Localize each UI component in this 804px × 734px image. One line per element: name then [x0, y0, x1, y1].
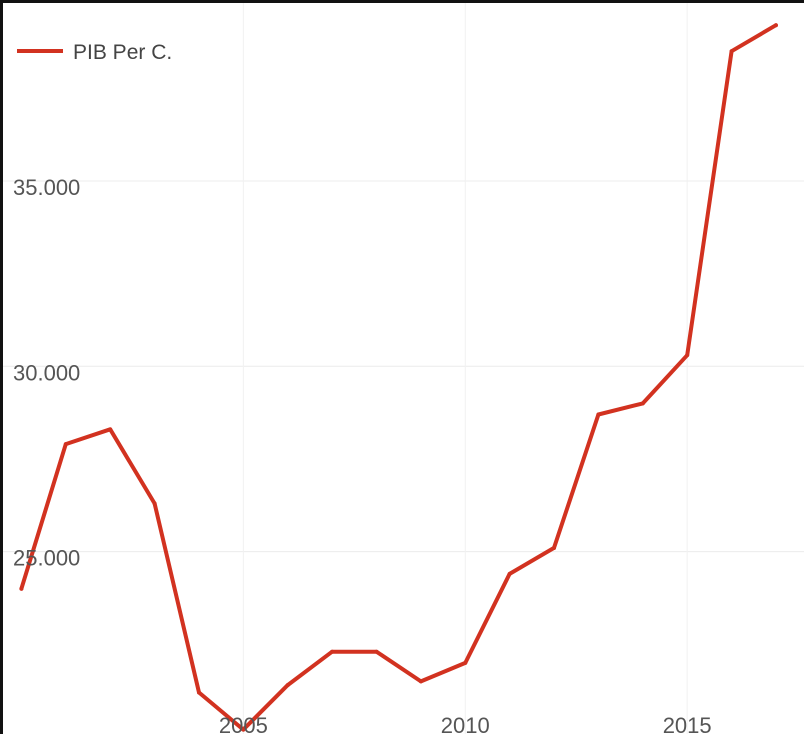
- data-point-2003: [152, 501, 157, 506]
- y-axis-ticks: 25.000 30.000 35.000: [13, 175, 80, 571]
- data-point-2013: [596, 412, 601, 417]
- x-tick-label-0: 2005: [219, 713, 268, 734]
- series-layer: [19, 23, 778, 732]
- legend: PIB Per C.: [17, 41, 172, 64]
- data-point-2015: [685, 353, 690, 358]
- x-axis-ticks: 2005 2010 2015: [219, 713, 712, 734]
- data-point-2008: [374, 649, 379, 654]
- x-tick-label-1: 2010: [441, 713, 490, 734]
- data-point-2004: [196, 690, 201, 695]
- legend-label: PIB Per C.: [73, 41, 172, 64]
- data-point-2010: [463, 660, 468, 665]
- data-point-2012: [552, 545, 557, 550]
- series-line-0: [19, 23, 778, 732]
- data-point-2009: [418, 679, 423, 684]
- data-point-2002: [108, 427, 113, 432]
- data-point-2014: [640, 401, 645, 406]
- data-point-2000: [19, 586, 24, 591]
- grid: [3, 3, 804, 734]
- data-point-2011: [507, 571, 512, 576]
- data-point-2007: [330, 649, 335, 654]
- data-point-2006: [285, 683, 290, 688]
- x-tick-label-2: 2015: [663, 713, 712, 734]
- data-point-2001: [63, 442, 68, 447]
- y-tick-label-2: 35.000: [13, 175, 80, 200]
- y-tick-label-0: 25.000: [13, 546, 80, 571]
- data-point-2017: [773, 23, 778, 28]
- data-point-2005: [241, 727, 246, 732]
- line-chart: 25.000 30.000 35.000 2005 2010 2015 PIB Per …: [3, 3, 804, 734]
- y-tick-label-1: 30.000: [13, 360, 80, 385]
- data-point-2016: [729, 49, 734, 54]
